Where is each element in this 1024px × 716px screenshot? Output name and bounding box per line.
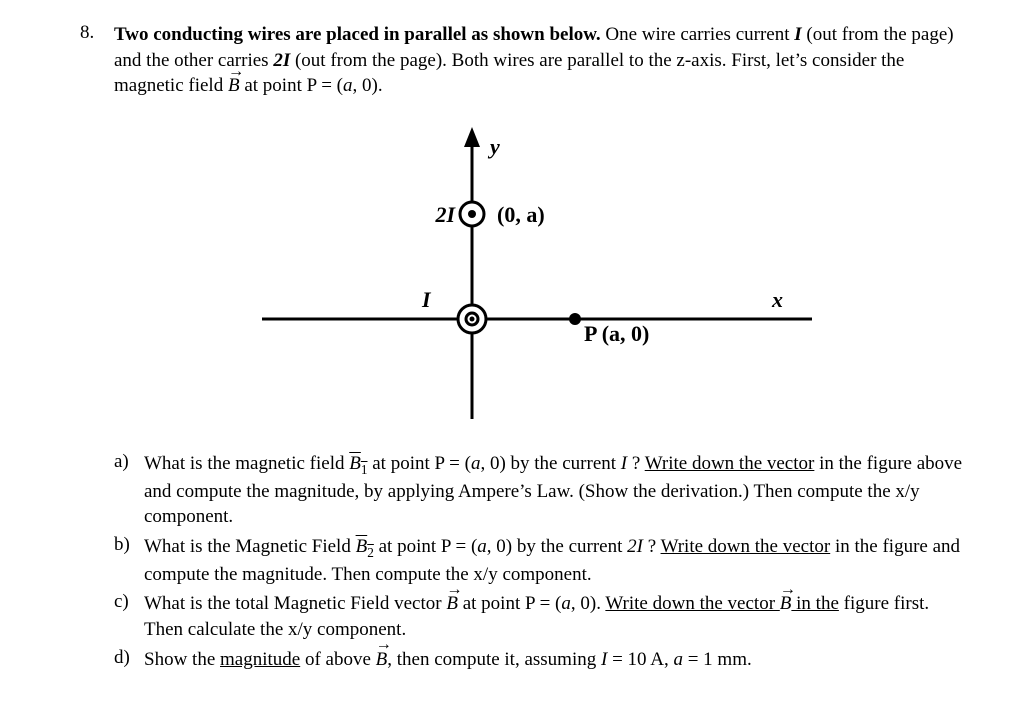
part-b-text: What is the Magnetic Field B2 at point P… <box>144 534 964 587</box>
wire-2I-coord: (0, a) <box>497 202 545 227</box>
pd-t1: Show the <box>144 649 220 670</box>
pa-a: a <box>471 453 481 474</box>
pc-t1: What is the total Magnetic Field vector <box>144 593 446 614</box>
pc-t2: at point P = ( <box>458 593 561 614</box>
part-d-label: d) <box>114 647 144 669</box>
pc-t3: , 0). <box>571 593 605 614</box>
part-a: a) What is the magnetic field B1 at poin… <box>114 451 964 530</box>
wire-I-label: I <box>421 287 432 312</box>
pc-ul: Write down the vector B in the <box>605 593 839 614</box>
pa-I: I <box>621 453 632 474</box>
intro-bold: Two conducting wires are placed in paral… <box>114 24 601 45</box>
y-axis-label: y <box>487 134 500 159</box>
pd-ul: magnitude <box>220 649 300 670</box>
intro-text-e: , 0). <box>353 75 383 96</box>
current-I: I <box>794 24 801 45</box>
pb-B: B2 <box>356 536 374 557</box>
coordinate-diagram: y x 2I (0, a) I P (a, 0) <box>202 109 842 429</box>
current-2I: 2I <box>273 50 290 71</box>
var-a: a <box>343 75 353 96</box>
point-P-label: P (a, 0) <box>584 321 649 346</box>
intro-text-a: One wire carries current <box>601 24 795 45</box>
part-b: b) What is the Magnetic Field B2 at poin… <box>114 534 964 587</box>
question-header: 8. Two conducting wires are placed in pa… <box>80 22 964 99</box>
part-c-label: c) <box>114 591 144 613</box>
part-c: c) What is the total Magnetic Field vect… <box>114 591 964 642</box>
pb-q: ? <box>648 536 661 557</box>
pa-ul: Write down the vector <box>645 453 815 474</box>
wire-2I-label: 2I <box>434 202 456 227</box>
x-axis-label: x <box>771 287 783 312</box>
part-a-label: a) <box>114 451 144 473</box>
part-b-label: b) <box>114 534 144 556</box>
pb-t2: at point P = ( <box>374 536 477 557</box>
vector-B: B <box>228 73 240 99</box>
pb-t1: What is the Magnetic Field <box>144 536 356 557</box>
pc-B2: B <box>780 591 792 617</box>
pa-B: B1 <box>349 453 367 474</box>
pa-t2: at point P = ( <box>368 453 471 474</box>
pb-I: 2I <box>627 536 648 557</box>
pd-t3: , then compute it, assuming <box>387 649 601 670</box>
pd-t2: of above <box>300 649 375 670</box>
part-c-text: What is the total Magnetic Field vector … <box>144 591 964 642</box>
pc-B: B <box>446 591 458 617</box>
sub-questions: a) What is the magnetic field B1 at poin… <box>114 451 964 672</box>
part-d-text: Show the magnitude of above B, then comp… <box>144 647 964 673</box>
pd-B: B <box>376 647 388 673</box>
pb-a: a <box>477 536 487 557</box>
pb-ul: Write down the vector <box>661 536 831 557</box>
pd-t5: = 1 mm. <box>683 649 752 670</box>
part-d: d) Show the magnitude of above B, then c… <box>114 647 964 673</box>
pd-a: a <box>673 649 683 670</box>
figure: y x 2I (0, a) I P (a, 0) <box>80 109 964 429</box>
pa-q: ? <box>632 453 645 474</box>
part-a-text: What is the magnetic field B1 at point P… <box>144 451 964 530</box>
page: 8. Two conducting wires are placed in pa… <box>0 0 1024 696</box>
pb-t3: , 0) by the current <box>487 536 627 557</box>
intro-text-d: at point P = ( <box>240 75 343 96</box>
pa-t3: , 0) by the current <box>480 453 620 474</box>
pd-t4: = 10 A, <box>607 649 673 670</box>
question-intro: Two conducting wires are placed in paral… <box>114 22 964 99</box>
pa-t1: What is the magnetic field <box>144 453 349 474</box>
pc-a: a <box>561 593 571 614</box>
question-number: 8. <box>80 22 114 44</box>
